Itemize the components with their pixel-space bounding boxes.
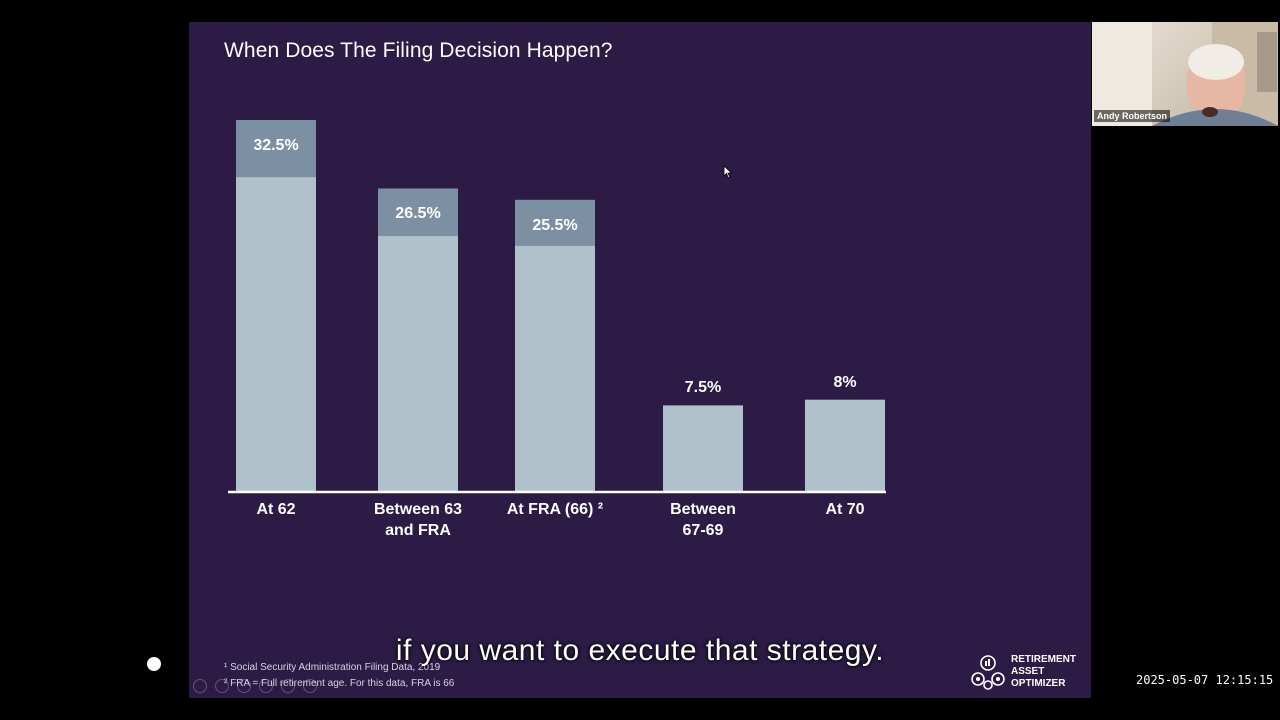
value-label-4: 7.5% <box>684 379 722 397</box>
bar-2 <box>378 188 458 491</box>
value-label-3: 25.5% <box>532 216 578 234</box>
value-label-2: 26.5% <box>395 205 441 223</box>
slide-menu-icon[interactable] <box>259 679 273 693</box>
zoom-icon[interactable] <box>281 679 295 693</box>
recording-indicator-icon <box>147 657 161 671</box>
logo-line-3: OPTIMIZER <box>1011 678 1066 689</box>
bar-5 <box>805 399 885 491</box>
pen-tool-icon[interactable] <box>215 679 229 693</box>
category-label-1: At 62 <box>256 501 296 518</box>
category-label-4: Between 67-69 <box>670 501 736 539</box>
bar-label-band-2 <box>378 188 458 237</box>
bar-3 <box>515 199 595 491</box>
participant-video-feed <box>1092 22 1278 126</box>
pointer-tool-icon[interactable] <box>237 679 251 693</box>
footnote-source: ¹ Social Security Administration Filing … <box>224 662 441 673</box>
bar-1 <box>236 120 316 491</box>
logo-line-1: RETIREMENT <box>1011 654 1076 665</box>
bar-chart <box>228 120 886 494</box>
bar-label-band-3 <box>515 199 595 246</box>
mouse-pointer-icon <box>723 165 733 179</box>
bar-label-band-1 <box>236 120 316 178</box>
retirement-asset-optimizer-logo: RETIREMENT ASSET OPTIMIZER <box>969 652 1089 692</box>
footnote-fra: ² FRA = Full retirement age. For this da… <box>224 678 455 689</box>
bar-4 <box>663 405 743 491</box>
participant-video-tile[interactable] <box>1092 22 1278 126</box>
category-label-5: At 70 <box>825 501 865 518</box>
participant-name-label: Andy Robertson <box>1094 110 1171 122</box>
category-label-2: Between 63 and FRA <box>373 501 463 539</box>
closed-caption: if you want to execute that strategy. <box>395 634 885 667</box>
logo-line-2: ASSET <box>1011 666 1045 677</box>
slide-player-controls <box>189 676 389 696</box>
recording-timestamp: 2025-05-07 12:15:15 <box>1136 673 1274 687</box>
presentation-slide: When Does The Filing Decision Happen? 32… <box>189 22 1091 698</box>
value-label-1: 32.5% <box>253 137 299 154</box>
category-label-3: At FRA (66) ² <box>506 501 604 518</box>
previous-slide-icon[interactable] <box>193 679 207 693</box>
next-slide-icon[interactable] <box>303 679 317 693</box>
logo-text: RETIREMENT ASSET OPTIMIZER <box>1011 654 1076 690</box>
value-label-5: 8% <box>833 373 857 391</box>
gear-cluster-icon <box>971 655 1005 690</box>
slide-title: When Does The Filing Decision Happen? <box>224 39 613 62</box>
